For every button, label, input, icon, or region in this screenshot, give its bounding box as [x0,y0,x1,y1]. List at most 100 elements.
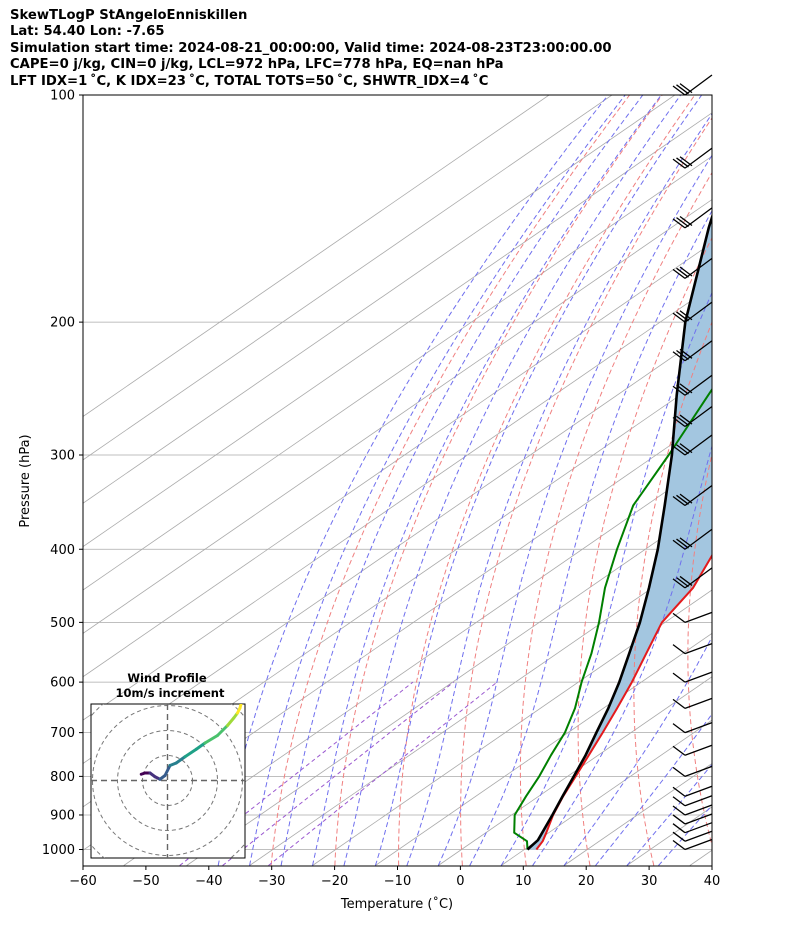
hodograph-segment [238,704,243,710]
isotherm-line [83,242,712,678]
isotherm-line [438,676,712,866]
wind-barb [672,744,713,756]
moist-adiabat-line [312,95,662,866]
hodograph-segment [174,755,187,765]
x-tick-label: 10 [515,874,532,889]
chart-title: SkewTLogP StAngeloEnniskillen [10,8,248,23]
mixing-ratio-line [179,681,414,866]
wind-barb [672,813,713,825]
isotherm-line [83,199,712,634]
isotherm-line [83,95,676,504]
profiles [513,213,712,851]
hodograph-subtitle: 10m/s increment [116,686,225,700]
wind-barb [672,611,713,623]
moist-adiabat-line [406,112,712,866]
wind-barbs [672,74,713,851]
wind-barb [672,528,713,550]
wind-barb [672,374,713,396]
hodograph-segment [226,716,236,727]
moist-adiabat-line [500,291,712,866]
x-tick-label: 40 [704,874,721,889]
y-tick-label: 600 [50,676,75,691]
hodograph: Wind Profile 10m/s increment [90,671,246,859]
wind-barb [672,207,713,229]
isotherm-line [83,415,712,851]
isotherm-line [500,719,712,866]
wind-barb [672,838,713,851]
axis-ticks: −60 −50 −40 −30 −20 −10 0 10 20 30 40 100 200 300 400 5… [42,89,720,890]
dry-adiabat-line [687,452,712,848]
dry-adiabat-line [460,117,712,866]
moist-adiabat-line [280,95,644,866]
isotherm-line [83,112,712,548]
wind-barb [672,642,713,655]
temperature-line [535,553,712,851]
x-tick-label: 0 [456,874,464,889]
moist-adiabat-line [374,95,703,866]
moist-adiabat-line [217,95,609,866]
x-axis-label: Temperature (˚C) [340,896,453,912]
y-tick-label: 1000 [42,843,75,858]
isotherm-line [312,589,712,866]
isotherm-line [186,502,712,866]
x-tick-label: −50 [132,874,159,889]
wind-barb [672,301,713,323]
mixing-ratio-line [222,681,454,866]
wind-barb [672,567,713,589]
wind-barb [672,434,713,456]
x-tick-label: 30 [641,874,658,889]
moist-adiabat-line [563,635,712,866]
moist-adiabat-line [249,95,626,866]
wind-barb [672,785,713,797]
mixing-ratio-lines [179,681,498,866]
moist-adiabat-line [437,154,712,866]
wind-barb [672,830,713,842]
y-tick-label: 400 [50,543,75,558]
dry-adiabat-line [577,236,712,866]
dry-adiabat-line [270,95,630,866]
wind-barb [672,765,713,777]
isotherm-line [83,155,712,591]
time-line: Simulation start time: 2024-08-21_00:00:… [10,40,612,56]
y-tick-label: 200 [50,316,75,331]
hodograph-segment [203,734,219,745]
dry-adiabat-line [740,95,794,866]
y-tick-label: 700 [50,726,75,741]
hodograph-ring [117,730,218,831]
wind-barb [672,822,713,834]
y-tick-label: 800 [50,770,75,785]
y-axis-label: Pressure (hPa) [18,434,33,527]
wind-barb [672,405,713,427]
hodograph-title: Wind Profile [127,671,207,685]
wind-barb [672,722,713,734]
isotherm-line [83,95,550,417]
x-tick-label: −30 [258,874,285,889]
mixing-ratio-line [268,681,498,866]
y-tick-label: 100 [50,89,75,104]
cape-cin-fill [527,217,712,850]
isotherm-line [249,546,712,866]
isotherm-line [83,285,712,721]
wind-barb [672,795,713,807]
moist-adiabat-line [469,209,712,866]
index-line: LFT IDX=1 ˚C, K IDX=23 ˚C, TOTAL TOTS=50… [10,73,489,89]
isotherm-line [375,632,712,866]
cape-area [527,217,712,850]
x-tick-label: −10 [384,874,411,889]
hodograph-segment [216,724,229,737]
y-tick-label: 900 [50,808,75,823]
y-tick-label: 300 [50,448,75,463]
x-tick-label: 20 [578,874,595,889]
isotherm-line [83,95,613,461]
chart-title-block: SkewTLogP StAngeloEnniskillen Lat: 54.40… [10,8,612,90]
wind-barb [672,484,713,507]
moist-adiabat-line [343,95,682,866]
dewpoint-line [513,387,712,850]
wind-barb [672,804,713,816]
hodograph-segment [183,747,198,759]
dry-adiabat-line [633,320,712,866]
x-tick-label: −60 [69,874,96,889]
wind-barb [672,257,713,279]
wind-barb [672,697,713,709]
